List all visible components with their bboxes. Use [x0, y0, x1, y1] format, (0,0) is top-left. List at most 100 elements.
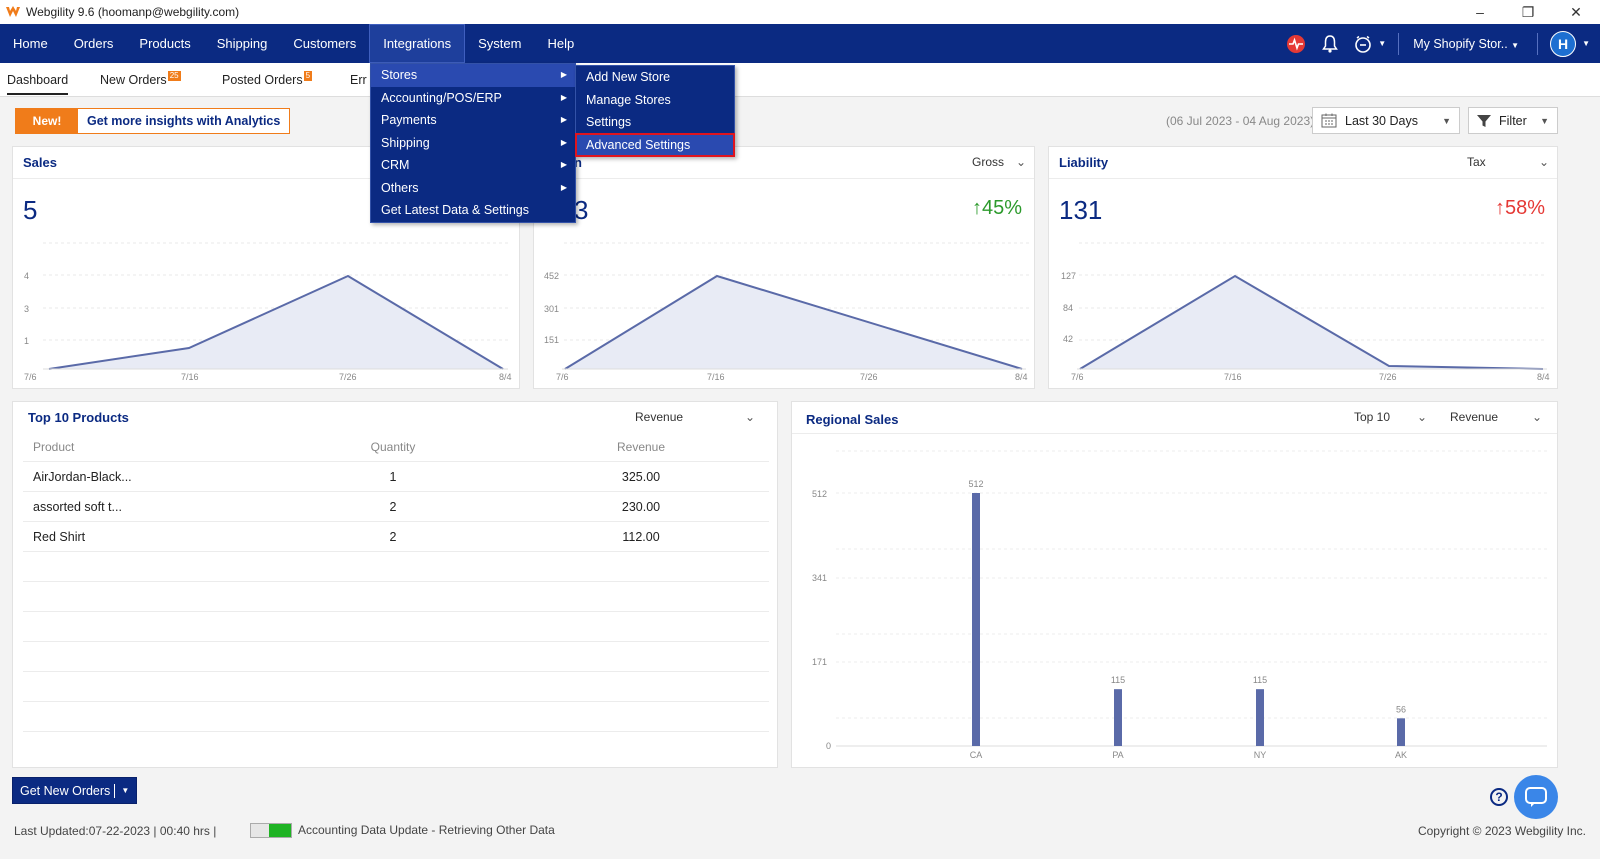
- table-row[interactable]: Red Shirt 2 112.00: [23, 522, 769, 552]
- cell-product: AirJordan-Black...: [33, 470, 132, 484]
- metric-dropdown[interactable]: Revenue: [1450, 410, 1499, 424]
- menu-item-accounting[interactable]: Accounting/POS/ERP ▶: [371, 87, 575, 110]
- nav-help[interactable]: Help: [547, 36, 575, 51]
- nav-shipping[interactable]: Shipping: [216, 36, 268, 51]
- chat-icon[interactable]: [1514, 775, 1558, 819]
- status-bar: Last Updated:07-22-2023 | 00:40 hrs | Ac…: [0, 819, 1600, 843]
- tab-errors[interactable]: Err: [350, 73, 367, 87]
- menu-item-settings[interactable]: Settings: [586, 115, 632, 129]
- chevron-down-icon[interactable]: ⌄: [1016, 155, 1027, 169]
- chevron-down-icon[interactable]: ⌄: [1417, 410, 1428, 424]
- tab-new-orders[interactable]: New Orders 25: [100, 71, 181, 87]
- period-dropdown[interactable]: Last 30 Days ▼: [1312, 107, 1460, 134]
- filter-icon: [1477, 114, 1491, 127]
- nav-system[interactable]: System: [478, 36, 522, 51]
- menu-item-shipping[interactable]: Shipping ▶: [371, 132, 575, 155]
- menu-item-stores[interactable]: Stores ▶: [371, 64, 575, 87]
- chevron-down-icon[interactable]: ▼: [121, 786, 130, 795]
- y-tick-label: 127: [1061, 271, 1076, 281]
- minimize-icon[interactable]: –: [1476, 4, 1484, 20]
- change-value: 45%: [981, 197, 1022, 219]
- nav-integrations[interactable]: Integrations: [369, 24, 466, 63]
- progress-fill: [269, 824, 291, 837]
- main-nav: Home Orders Products Shipping Customers …: [0, 24, 1600, 63]
- empty-row: [23, 702, 769, 732]
- menu-item-advanced-settings[interactable]: Advanced Settings: [575, 132, 735, 157]
- divider: [534, 178, 1034, 179]
- x-tick-label: PA: [1112, 750, 1123, 760]
- divider: [114, 783, 116, 798]
- period-label: Last 30 Days: [1345, 113, 1418, 128]
- liability-area: [1080, 276, 1543, 369]
- analytics-banner[interactable]: New! Get more insights with Analytics: [15, 108, 291, 134]
- menu-item-crm[interactable]: CRM ▶: [371, 154, 575, 177]
- col-product[interactable]: Product: [33, 440, 75, 454]
- tax-dropdown[interactable]: Tax: [1467, 155, 1486, 169]
- chevron-down-icon[interactable]: ⌄: [1532, 410, 1543, 424]
- liability-card: Liability Tax ⌄ 131 ↑58% 127 84 42 7/6 7…: [1048, 146, 1558, 389]
- alarm-clock-icon[interactable]: ▼: [1354, 35, 1386, 53]
- nav-home[interactable]: Home: [13, 36, 48, 51]
- webgility-logo-icon: [6, 6, 20, 17]
- tab-posted-orders[interactable]: Posted Orders 5: [222, 71, 313, 87]
- table-row[interactable]: AirJordan-Black... 1 325.00: [23, 462, 769, 492]
- x-tick-label: 7/16: [181, 372, 199, 382]
- y-tick-label: 512: [812, 489, 827, 499]
- menu-item-payments[interactable]: Payments ▶: [371, 109, 575, 132]
- x-tick-label: 7/26: [339, 372, 357, 382]
- gross-line: [564, 274, 1023, 370]
- restore-icon[interactable]: ❐: [1521, 3, 1535, 20]
- sales-value: 5: [23, 195, 38, 225]
- close-icon[interactable]: ✕: [1570, 3, 1582, 20]
- nav-orders[interactable]: Orders: [73, 36, 114, 51]
- bar-ny: [1256, 689, 1264, 746]
- menu-item-get-latest-data[interactable]: Get Latest Data & Settings: [371, 199, 575, 222]
- count-badge: 25: [167, 71, 181, 81]
- bell-icon[interactable]: [1322, 34, 1339, 53]
- avatar[interactable]: H: [1550, 30, 1577, 57]
- store-label: My Shopify Stor..: [1413, 36, 1508, 51]
- menu-item-others[interactable]: Others ▶: [371, 177, 575, 200]
- help-icon[interactable]: ?: [1490, 788, 1508, 806]
- nav-products[interactable]: Products: [139, 36, 191, 51]
- menu-item-add-new-store[interactable]: Add New Store: [586, 70, 671, 84]
- cell-product: assorted soft t...: [33, 500, 122, 514]
- gross-dropdown[interactable]: Gross: [972, 155, 1005, 169]
- tab-dashboard[interactable]: Dashboard: [7, 73, 69, 95]
- empty-row: [23, 672, 769, 702]
- y-tick-label: 452: [544, 271, 559, 281]
- x-tick-label: CA: [970, 750, 983, 760]
- chevron-down-icon[interactable]: ▼: [1582, 39, 1590, 48]
- chevron-right-icon: ▶: [560, 137, 567, 147]
- sales-line: [48, 274, 504, 370]
- card-title: n: [574, 155, 582, 170]
- empty-row: [23, 642, 769, 672]
- menu-item-manage-stores[interactable]: Manage Stores: [586, 92, 671, 107]
- col-label: Quantity: [370, 440, 416, 454]
- filter-dropdown[interactable]: Filter ▼: [1468, 107, 1558, 134]
- y-tick-label: 171: [812, 657, 827, 667]
- x-tick-label: 7/6: [24, 372, 37, 382]
- bar-value-label: 512: [968, 479, 983, 489]
- nav-customers[interactable]: Customers: [293, 36, 357, 51]
- arrow-up-icon: ↑: [971, 197, 982, 219]
- window-title: Webgility 9.6 (hoomanp@webgility.com): [26, 5, 240, 19]
- chevron-down-icon[interactable]: ⌄: [745, 410, 756, 424]
- analytics-link[interactable]: Get more insights with Analytics: [87, 114, 281, 128]
- count-badge: 5: [303, 71, 313, 81]
- chevron-down-icon[interactable]: ⌄: [1539, 155, 1550, 169]
- get-new-orders-button[interactable]: Get New Orders ▼: [12, 777, 138, 804]
- revenue-dropdown[interactable]: Revenue: [635, 410, 684, 424]
- y-tick-label: 0: [826, 741, 831, 751]
- col-label: Revenue: [616, 440, 666, 454]
- x-tick-label: 7/6: [1071, 372, 1084, 382]
- top-n-dropdown[interactable]: Top 10: [1354, 410, 1391, 424]
- x-tick-label: 7/16: [707, 372, 725, 382]
- store-selector[interactable]: My Shopify Stor.. ▼: [1413, 37, 1519, 51]
- regional-bar-chart: 512 341 171 0 512 CA 115 PA 115 NY 56 AK: [812, 450, 1547, 760]
- calendar-icon: [1321, 113, 1337, 128]
- table-row[interactable]: assorted soft t... 2 230.00: [23, 492, 769, 522]
- bar-value-label: 56: [1396, 704, 1406, 714]
- pulse-icon[interactable]: [1286, 34, 1306, 54]
- copyright-text: Copyright © 2023 Webgility Inc.: [1417, 824, 1586, 838]
